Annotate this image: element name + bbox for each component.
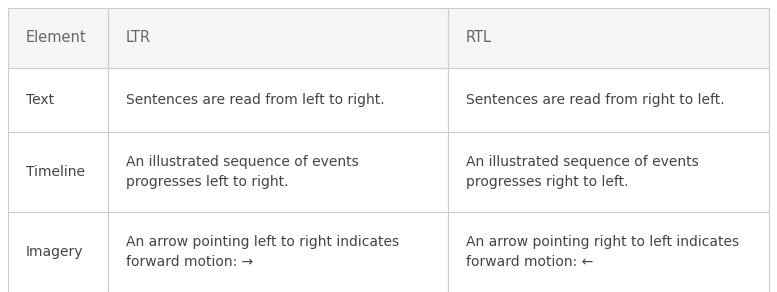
Bar xyxy=(448,8,769,68)
Text: An arrow pointing left to right indicates
forward motion: →: An arrow pointing left to right indicate… xyxy=(126,235,399,269)
Text: RTL: RTL xyxy=(466,30,492,46)
Text: Timeline: Timeline xyxy=(26,165,85,179)
Bar xyxy=(108,8,448,68)
Bar xyxy=(8,212,108,292)
Text: Text: Text xyxy=(26,93,54,107)
Text: Imagery: Imagery xyxy=(26,245,83,259)
Text: An illustrated sequence of events
progresses left to right.: An illustrated sequence of events progre… xyxy=(126,155,359,189)
Bar xyxy=(8,132,108,212)
Text: Sentences are read from left to right.: Sentences are read from left to right. xyxy=(126,93,385,107)
Bar xyxy=(8,68,108,132)
Bar xyxy=(448,132,769,212)
Text: LTR: LTR xyxy=(126,30,151,46)
Bar xyxy=(108,132,448,212)
Text: Sentences are read from right to left.: Sentences are read from right to left. xyxy=(466,93,725,107)
Bar xyxy=(448,212,769,292)
Text: An illustrated sequence of events
progresses right to left.: An illustrated sequence of events progre… xyxy=(466,155,699,189)
Bar xyxy=(448,68,769,132)
Bar xyxy=(108,68,448,132)
Text: An arrow pointing right to left indicates
forward motion: ←: An arrow pointing right to left indicate… xyxy=(466,235,739,269)
Bar xyxy=(8,8,108,68)
Text: Element: Element xyxy=(26,30,86,46)
Bar xyxy=(108,212,448,292)
